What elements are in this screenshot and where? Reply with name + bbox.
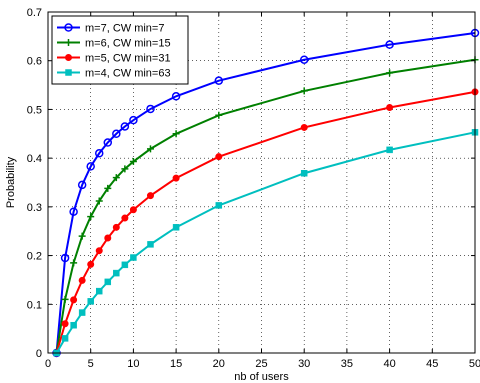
data-point bbox=[129, 158, 137, 166]
data-point bbox=[121, 214, 129, 222]
y-tick-label: 0 bbox=[36, 348, 42, 360]
x-axis-label: nb of users bbox=[234, 371, 289, 383]
data-point bbox=[300, 169, 308, 177]
legend-entry: m=5, CW min=31 bbox=[57, 53, 171, 65]
data-point bbox=[129, 206, 137, 214]
data-point bbox=[78, 232, 86, 240]
data-point bbox=[70, 259, 78, 267]
y-tick-label: 0.7 bbox=[27, 7, 42, 19]
data-point bbox=[300, 87, 308, 95]
data-point bbox=[87, 260, 95, 268]
x-tick-label: 20 bbox=[213, 358, 225, 370]
legend-entry: m=4, CW min=63 bbox=[57, 68, 171, 80]
data-point bbox=[70, 296, 78, 304]
data-point bbox=[112, 174, 120, 182]
data-point bbox=[87, 213, 95, 221]
data-point bbox=[103, 138, 113, 147]
data-point bbox=[214, 76, 224, 85]
data-point bbox=[112, 129, 121, 139]
x-tick-label: 0 bbox=[45, 358, 51, 370]
legend-marker bbox=[65, 54, 72, 61]
data-point bbox=[60, 253, 70, 263]
series-2 bbox=[53, 56, 479, 357]
data-point bbox=[386, 146, 393, 154]
series-layer bbox=[52, 28, 480, 358]
data-point bbox=[120, 122, 130, 131]
data-point bbox=[172, 224, 180, 231]
series-line bbox=[55, 131, 476, 354]
ticks: 0 5 10 15 20 25 30 35 40 45 50 0 0.1 0.2 0.3 0.4 0.5 0.6 0… bbox=[27, 7, 480, 370]
legend-label: m=5, CW min=31 bbox=[85, 53, 171, 65]
x-tick-label: 30 bbox=[298, 358, 310, 370]
x-tick-label: 35 bbox=[341, 358, 353, 370]
series-line bbox=[55, 31, 476, 354]
legend-label: m=4, CW min=63 bbox=[85, 68, 171, 80]
y-tick-label: 0.3 bbox=[27, 202, 42, 214]
data-point bbox=[61, 335, 69, 342]
legend: m=7, CW min=7 m=6, CW min=15 m=5, CW min=3… bbox=[51, 15, 189, 85]
data-point bbox=[215, 111, 223, 119]
data-point bbox=[215, 202, 223, 209]
data-point bbox=[61, 295, 69, 303]
data-point bbox=[121, 165, 129, 173]
data-point bbox=[77, 180, 87, 190]
data-point bbox=[95, 287, 103, 295]
legend-entry: m=7, CW min=7 bbox=[57, 23, 164, 35]
legend-entry: m=6, CW min=15 bbox=[57, 38, 171, 50]
data-point bbox=[147, 241, 154, 248]
data-point bbox=[172, 174, 180, 182]
data-point bbox=[112, 223, 120, 231]
x-tick-label: 40 bbox=[383, 358, 395, 370]
data-point bbox=[78, 276, 86, 284]
data-point bbox=[386, 103, 394, 111]
data-point bbox=[104, 184, 112, 192]
series-line bbox=[55, 90, 476, 354]
y-tick-label: 0.5 bbox=[27, 104, 42, 116]
data-point bbox=[86, 162, 95, 171]
legend-label: m=7, CW min=7 bbox=[85, 23, 164, 35]
y-tick-label: 0.6 bbox=[27, 56, 42, 68]
y-axis-label: Probability bbox=[5, 156, 17, 208]
data-point bbox=[215, 153, 223, 161]
x-tick-label: 45 bbox=[426, 358, 438, 370]
x-tick-label: 50 bbox=[469, 358, 480, 370]
legend-label: m=6, CW min=15 bbox=[85, 38, 171, 50]
legend-marker bbox=[65, 39, 72, 46]
data-point bbox=[70, 321, 77, 329]
x-tick-label: 25 bbox=[255, 358, 267, 370]
data-point bbox=[299, 55, 309, 64]
legend-marker bbox=[65, 69, 72, 76]
x-tick-label: 10 bbox=[127, 358, 139, 370]
y-tick-label: 0.4 bbox=[27, 153, 42, 165]
x-tick-label: 5 bbox=[88, 358, 94, 370]
data-point bbox=[94, 149, 104, 158]
data-point bbox=[113, 269, 120, 277]
data-point bbox=[104, 278, 112, 286]
data-point bbox=[130, 254, 137, 261]
data-point bbox=[146, 104, 155, 114]
data-point bbox=[146, 145, 154, 153]
data-point bbox=[121, 261, 129, 269]
data-point bbox=[78, 309, 86, 316]
data-point bbox=[386, 69, 394, 77]
series-3 bbox=[53, 88, 479, 357]
data-point bbox=[129, 115, 138, 125]
x-tick-label: 15 bbox=[170, 358, 182, 370]
data-point bbox=[95, 247, 103, 255]
y-tick-label: 0.1 bbox=[27, 299, 42, 311]
legend-marker bbox=[64, 23, 73, 32]
data-point bbox=[104, 234, 112, 242]
data-point bbox=[300, 123, 308, 131]
data-point bbox=[95, 197, 103, 205]
data-point bbox=[87, 298, 94, 305]
data-point bbox=[61, 320, 69, 328]
y-tick-label: 0.2 bbox=[27, 251, 42, 263]
data-point bbox=[172, 130, 180, 138]
data-point bbox=[171, 92, 181, 101]
series-line bbox=[55, 58, 476, 354]
data-point bbox=[69, 207, 78, 216]
data-point bbox=[385, 40, 394, 49]
data-point bbox=[146, 192, 154, 200]
